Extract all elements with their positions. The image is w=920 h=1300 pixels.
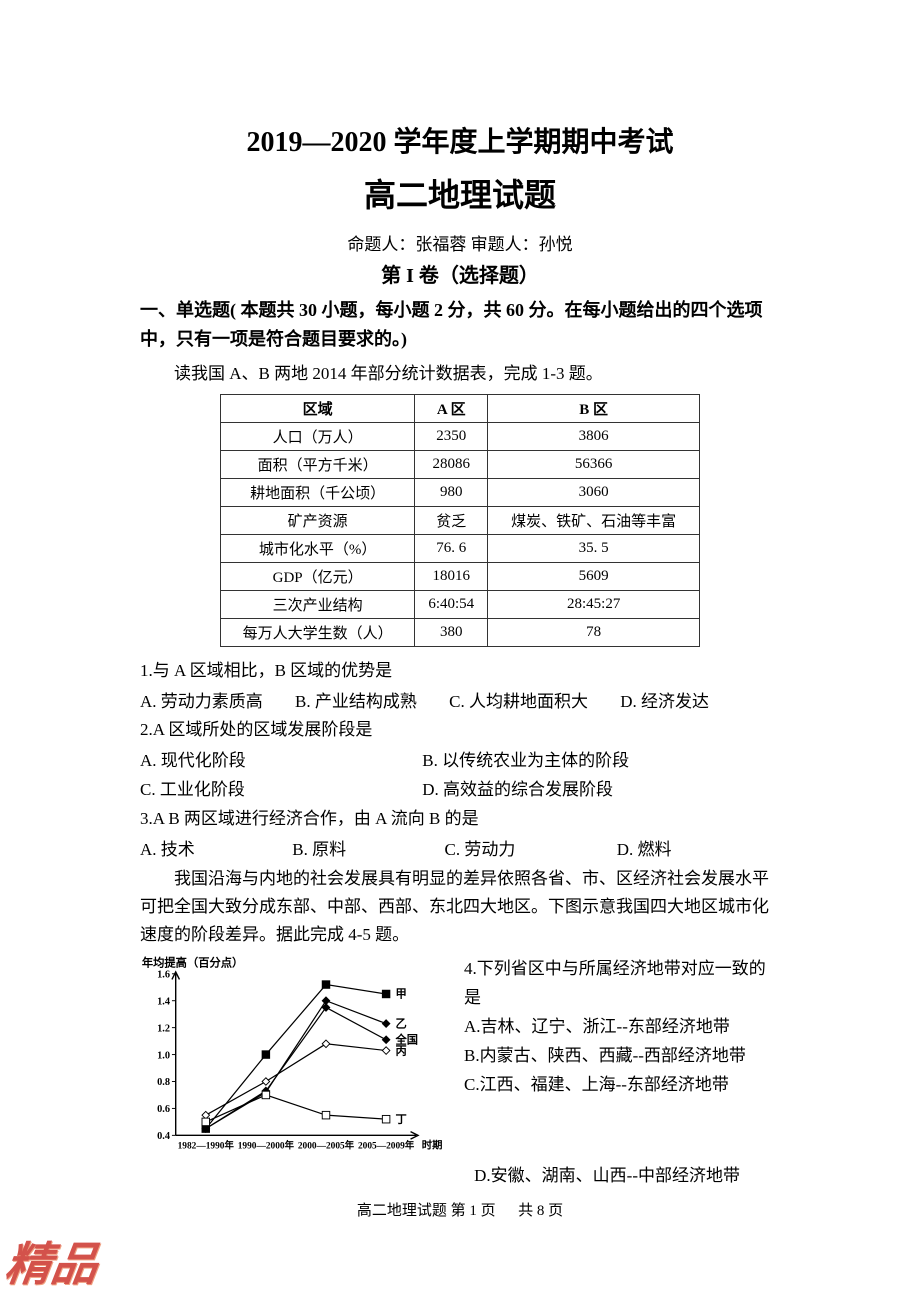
q2-opt-a: A. 现代化阶段 <box>140 747 390 776</box>
table-cell: 人口（万人） <box>221 422 415 450</box>
table-cell: 耕地面积（千公顷） <box>221 478 415 506</box>
table-row: 城市化水平（%）76. 635. 5 <box>221 534 700 562</box>
svg-text:1.6: 1.6 <box>157 970 170 981</box>
table-row: 面积（平方千米）2808656366 <box>221 450 700 478</box>
table-cell: 28:45:27 <box>488 590 700 618</box>
section-header: 第 I 卷（选择题） <box>140 259 780 288</box>
table-cell: 56366 <box>488 450 700 478</box>
svg-text:1990—2000年: 1990—2000年 <box>238 1140 295 1152</box>
table-row: 每万人大学生数（人）38078 <box>221 618 700 646</box>
q4-stem: 4.下列省区中与所属经济地带对应一致的是 <box>464 955 780 1013</box>
q1-opt-d: D. 经济发达 <box>620 688 709 717</box>
table-cell: 5609 <box>488 562 700 590</box>
table-row: GDP（亿元）180165609 <box>221 562 700 590</box>
q1-opt-a: A. 劳动力素质高 <box>140 688 263 717</box>
q3-stem: 3.A B 两区域进行经济合作，由 A 流向 B 的是 <box>140 805 780 834</box>
authors-line: 命题人：张福蓉 审题人：孙悦 <box>140 230 780 255</box>
table-cell: 380 <box>415 618 488 646</box>
table-cell: 每万人大学生数（人） <box>221 618 415 646</box>
footer-page-num: 1 <box>469 1203 477 1219</box>
q2-opt-d: D. 高效益的综合发展阶段 <box>422 776 613 805</box>
table-row: 耕地面积（千公顷）9803060 <box>221 478 700 506</box>
table-cell: 28086 <box>415 450 488 478</box>
table-cell: 3060 <box>488 478 700 506</box>
page-footer: 高二地理试题 第 1 页 共 8 页 <box>0 1199 920 1220</box>
table-cell: 三次产业结构 <box>221 590 415 618</box>
svg-text:丁: 丁 <box>396 1113 407 1126</box>
table-cell: 35. 5 <box>488 534 700 562</box>
footer-left: 高二地理试题 第 <box>357 1203 470 1219</box>
q1-stem: 1.与 A 区域相比，B 区域的优势是 <box>140 657 780 686</box>
table-cell: GDP（亿元） <box>221 562 415 590</box>
q3-opt-c: C. 劳动力 <box>445 836 585 865</box>
svg-text:甲: 甲 <box>396 988 407 1001</box>
q3-opt-d: D. 燃料 <box>617 836 672 865</box>
watermark: 精品 <box>1 1228 102 1294</box>
q3-opt-a: A. 技术 <box>140 836 260 865</box>
svg-text:丙: 丙 <box>396 1044 407 1057</box>
q4-opt-b: B.内蒙古、陕西、西藏--西部经济地带 <box>464 1042 780 1071</box>
svg-text:乙: 乙 <box>396 1017 407 1030</box>
table-cell: 18016 <box>415 562 488 590</box>
svg-text:2005—2009年: 2005—2009年 <box>358 1140 415 1152</box>
q1-opt-b: B. 产业结构成熟 <box>295 688 417 717</box>
urbanization-chart: 年均提高（百分点） 0.4 0.6 0.8 1.0 1.2 1.4 1.6 1982—1990年… <box>140 955 450 1162</box>
table-row: 人口（万人）23503806 <box>221 422 700 450</box>
svg-text:0.4: 0.4 <box>157 1131 170 1142</box>
svg-text:时期: 时期 <box>422 1139 443 1152</box>
svg-text:年均提高（百分点）: 年均提高（百分点） <box>142 955 243 969</box>
instructions: 一、单选题( 本题共 30 小题，每小题 2 分，共 60 分。在每小题给出的四… <box>140 296 780 354</box>
svg-text:2000—2005年: 2000—2005年 <box>298 1140 355 1152</box>
svg-text:1.4: 1.4 <box>157 996 170 1007</box>
svg-text:0.6: 0.6 <box>157 1104 170 1115</box>
footer-mid: 页 <box>481 1203 496 1219</box>
table-cell: 矿产资源 <box>221 506 415 534</box>
table-cell: 2350 <box>415 422 488 450</box>
q2-opt-c: C. 工业化阶段 <box>140 776 390 805</box>
svg-text:1.2: 1.2 <box>157 1023 170 1034</box>
q4-opt-d: D.安徽、湖南、山西--中部经济地带 <box>140 1162 780 1191</box>
svg-text:1.0: 1.0 <box>157 1050 170 1061</box>
q2-opt-b: B. 以传统农业为主体的阶段 <box>422 747 629 776</box>
q2-stem: 2.A 区域所处的区域发展阶段是 <box>140 716 780 745</box>
exam-title-sub: 高二地理试题 <box>140 170 780 216</box>
q4-opt-a: A.吉林、辽宁、浙江--东部经济地带 <box>464 1013 780 1042</box>
q4-opt-c: C.江西、福建、上海--东部经济地带 <box>464 1071 780 1100</box>
table-cell: 6:40:54 <box>415 590 488 618</box>
table-cell: 76. 6 <box>415 534 488 562</box>
table-cell: 面积（平方千米） <box>221 450 415 478</box>
table-header-cell: 区域 <box>221 394 415 422</box>
svg-text:0.8: 0.8 <box>157 1077 170 1088</box>
table-row: 矿产资源贫乏煤炭、铁矿、石油等丰富 <box>221 506 700 534</box>
passage-1: 读我国 A、B 两地 2014 年部分统计数据表，完成 1-3 题。 <box>140 360 780 388</box>
table-header-cell: A 区 <box>415 394 488 422</box>
table-header-cell: B 区 <box>488 394 700 422</box>
table-cell: 980 <box>415 478 488 506</box>
table-cell: 煤炭、铁矿、石油等丰富 <box>488 506 700 534</box>
data-table-region-ab: 区域A 区B 区 人口（万人）23503806面积（平方千米）280865636… <box>220 394 700 647</box>
table-cell: 城市化水平（%） <box>221 534 415 562</box>
passage-2: 我国沿海与内地的社会发展具有明显的差异依照各省、市、区经济社会发展水平可把全国大… <box>140 865 780 949</box>
footer-right: 共 8 页 <box>518 1203 563 1219</box>
exam-title-main: 2019—2020 学年度上学期期中考试 <box>140 120 780 160</box>
svg-text:1982—1990年: 1982—1990年 <box>178 1140 235 1152</box>
table-cell: 贫乏 <box>415 506 488 534</box>
q1-opt-c: C. 人均耕地面积大 <box>449 688 588 717</box>
table-cell: 3806 <box>488 422 700 450</box>
table-cell: 78 <box>488 618 700 646</box>
table-row: 三次产业结构6:40:5428:45:27 <box>221 590 700 618</box>
q3-opt-b: B. 原料 <box>292 836 412 865</box>
